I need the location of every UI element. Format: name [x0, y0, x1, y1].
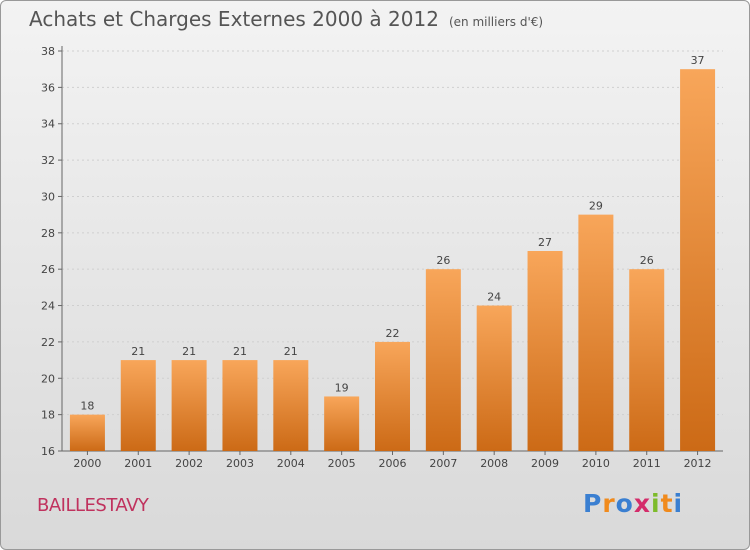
bar-value-label: 21 — [131, 345, 145, 358]
bar-value-label: 24 — [487, 291, 501, 304]
y-tick-label: 20 — [41, 372, 55, 385]
y-tick-label: 18 — [41, 409, 55, 422]
bar-value-label: 29 — [589, 200, 603, 213]
x-tick-label: 2002 — [175, 457, 203, 470]
y-tick-label: 28 — [41, 227, 55, 240]
y-tick-label: 36 — [41, 81, 55, 94]
y-tick-label: 22 — [41, 336, 55, 349]
bar-value-label: 22 — [386, 327, 400, 340]
bar-value-label: 18 — [80, 400, 94, 413]
y-tick-label: 30 — [41, 190, 55, 203]
x-tick-label: 2009 — [531, 457, 559, 470]
bar — [171, 360, 207, 451]
y-tick-label: 24 — [41, 300, 55, 313]
bar-value-label: 19 — [335, 381, 349, 394]
x-tick-label: 2006 — [379, 457, 407, 470]
bar-value-label: 21 — [284, 345, 298, 358]
bar — [375, 341, 410, 451]
bar — [324, 396, 360, 451]
bar-value-label: 27 — [538, 236, 552, 249]
commune-name: BAILLESTAVY — [37, 495, 149, 516]
x-tick-label: 2010 — [582, 457, 610, 470]
bar-value-label: 37 — [691, 54, 705, 67]
brand-letter: t — [660, 489, 674, 518]
brand-letter: r — [602, 489, 616, 518]
x-tick-label: 2000 — [73, 457, 101, 470]
brand-letter: o — [615, 489, 634, 518]
bar — [476, 305, 512, 451]
brand-letter: P — [583, 489, 603, 518]
chart-title-text: Achats et Charges Externes 2000 à 2012 — [29, 7, 439, 31]
chart-title: Achats et Charges Externes 2000 à 2012 (e… — [29, 7, 543, 31]
bar — [69, 414, 105, 451]
bar-value-label: 21 — [233, 345, 247, 358]
x-tick-label: 2004 — [277, 457, 305, 470]
bar — [425, 269, 461, 451]
x-tick-label: 2008 — [480, 457, 508, 470]
bar — [680, 69, 716, 451]
bar — [629, 269, 665, 451]
bar — [120, 360, 156, 451]
x-tick-label: 2011 — [633, 457, 661, 470]
brand-letter: i — [651, 489, 661, 518]
x-tick-label: 2007 — [429, 457, 457, 470]
y-tick-label: 34 — [41, 118, 55, 131]
y-tick-label: 26 — [41, 263, 55, 276]
brand-letter: x — [633, 489, 651, 518]
y-tick-label: 16 — [41, 445, 55, 458]
y-tick-label: 32 — [41, 154, 55, 167]
bar-value-label: 21 — [182, 345, 196, 358]
brand-letter: i — [673, 489, 684, 518]
chart-subtitle: (en milliers d'€) — [448, 15, 544, 29]
bar — [222, 360, 258, 451]
x-tick-label: 2005 — [328, 457, 356, 470]
x-tick-label: 2012 — [684, 457, 712, 470]
x-tick-label: 2001 — [124, 457, 152, 470]
bar-value-label: 26 — [436, 254, 450, 267]
x-tick-label: 2003 — [226, 457, 254, 470]
bar — [578, 214, 614, 451]
bar — [527, 251, 563, 451]
proxiti-logo: Proxiti — [583, 489, 683, 518]
y-tick-label: 38 — [41, 45, 55, 58]
bar-value-label: 26 — [640, 254, 654, 267]
bar — [273, 360, 309, 451]
